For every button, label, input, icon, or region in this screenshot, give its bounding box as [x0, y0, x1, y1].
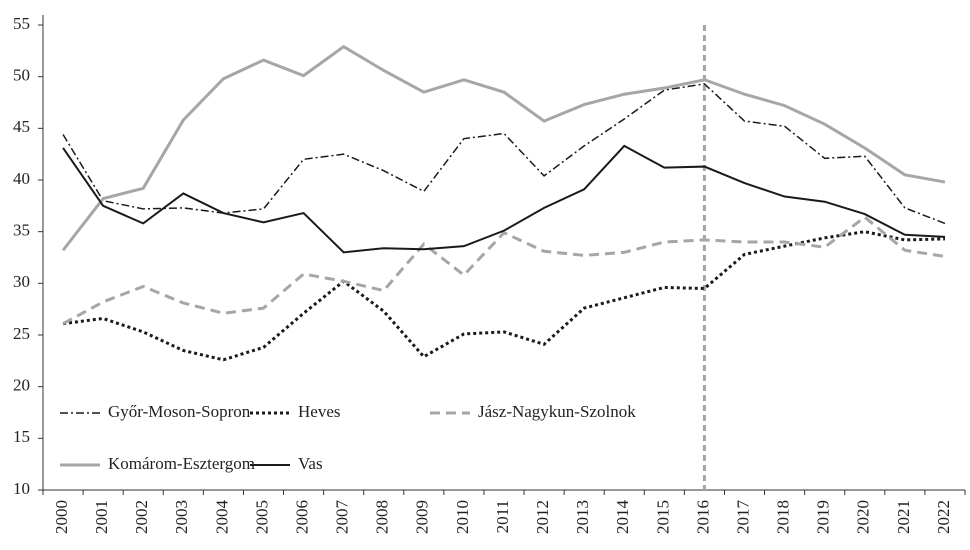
x-tick-label: 2007 — [333, 500, 352, 535]
x-tick-label: 2008 — [373, 500, 392, 534]
x-tick-label: 2013 — [573, 500, 592, 534]
x-tick-label: 2012 — [533, 500, 552, 534]
x-tick-label: 2017 — [733, 500, 752, 535]
x-tick-label: 2011 — [493, 500, 512, 533]
x-tick-label: 2002 — [132, 500, 151, 534]
x-tick-label: 2015 — [653, 500, 672, 534]
y-tick-label: 50 — [13, 66, 30, 85]
x-tick-label: 2006 — [292, 500, 311, 534]
x-tick-label: 2019 — [814, 500, 833, 534]
x-tick-label: 2020 — [854, 500, 873, 534]
series-line — [62, 215, 946, 325]
x-tick-label: 2014 — [613, 500, 632, 535]
y-tick-label: 35 — [13, 221, 30, 240]
y-tick-label: 45 — [13, 117, 30, 136]
legend-label: Győr-Moson-Sopron — [108, 402, 251, 421]
y-tick-label: 10 — [13, 479, 30, 498]
x-tick-label: 2018 — [774, 500, 793, 534]
y-tick-label: 55 — [13, 14, 30, 33]
legend-label: Vas — [298, 454, 323, 473]
x-tick-label: 2000 — [52, 500, 71, 534]
y-tick-label: 40 — [13, 169, 30, 188]
x-tick-label: 2021 — [894, 500, 913, 534]
x-tick-label: 2005 — [252, 500, 271, 534]
series-line — [62, 144, 946, 254]
x-tick-label: 2004 — [212, 500, 231, 535]
y-tick-label: 30 — [13, 272, 30, 291]
legend-label: Heves — [298, 402, 340, 421]
x-tick-label: 2001 — [92, 500, 111, 534]
x-tick-label: 2009 — [413, 500, 432, 534]
y-tick-label: 15 — [13, 427, 30, 446]
y-tick-label: 20 — [13, 376, 30, 395]
x-tick-label: 2003 — [172, 500, 191, 534]
series-line — [62, 230, 945, 362]
legend-label: Komárom-Esztergom — [108, 454, 255, 473]
legend-label: Jász-Nagykun-Szolnok — [478, 402, 636, 421]
x-tick-label: 2022 — [934, 500, 953, 534]
y-tick-label: 25 — [13, 324, 30, 343]
x-tick-label: 2010 — [453, 500, 472, 534]
series-line — [62, 83, 946, 225]
series-line — [61, 44, 946, 252]
x-tick-label: 2016 — [693, 500, 712, 534]
